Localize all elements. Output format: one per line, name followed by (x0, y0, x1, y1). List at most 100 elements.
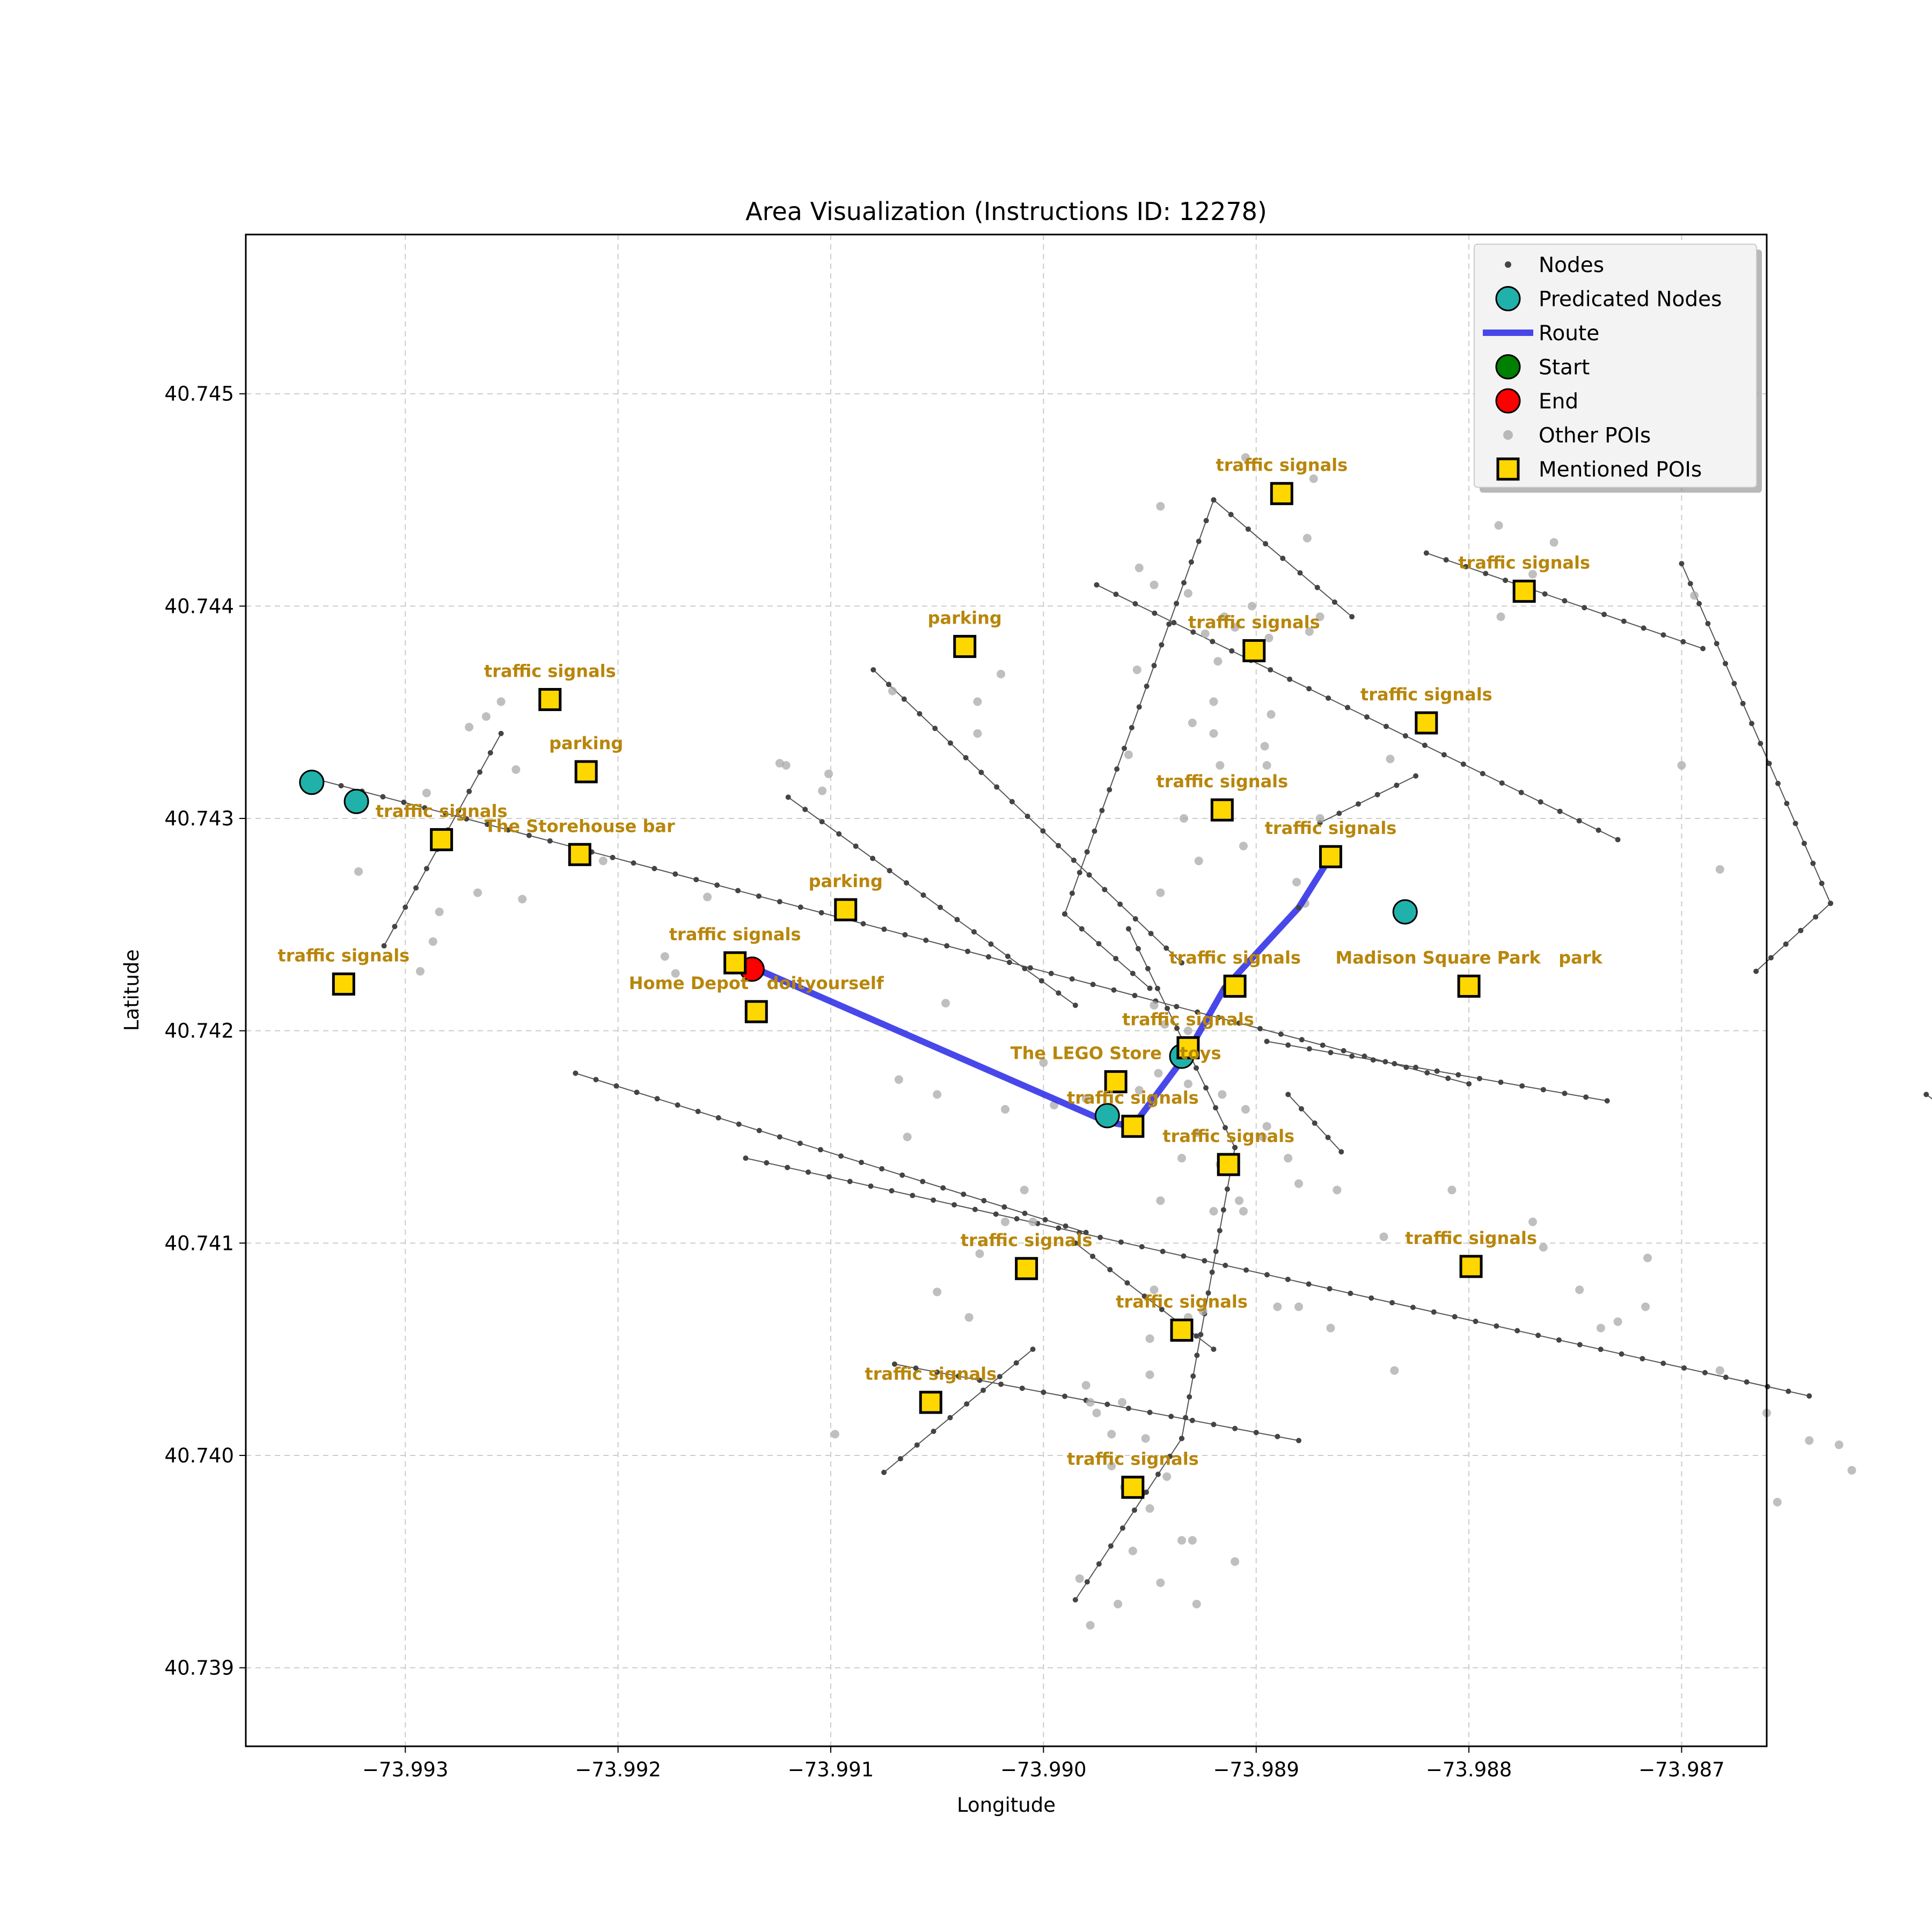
other-poi (1315, 612, 1324, 621)
other-poi (1028, 1217, 1037, 1226)
other-poi (1177, 1154, 1186, 1163)
street-node (1006, 960, 1012, 965)
mentioned-poi-marker (1223, 975, 1247, 998)
street-node (879, 1166, 885, 1172)
other-poi (1118, 1398, 1127, 1407)
street-node (526, 832, 532, 838)
street-node (1092, 828, 1097, 834)
other-poi (1847, 1466, 1856, 1475)
street-node (1151, 663, 1157, 669)
y-tick-label: 40.741 (165, 1232, 234, 1255)
street-node (654, 1096, 660, 1102)
street-node (938, 904, 943, 910)
street-node (1813, 914, 1819, 920)
street-node (994, 784, 1000, 790)
street-node (860, 921, 866, 927)
street-node (1077, 1230, 1082, 1236)
street-node (1758, 741, 1763, 747)
street-node (868, 1183, 874, 1189)
street-node (1174, 601, 1180, 606)
mentioned-poi-label: traffic signals (1122, 1009, 1254, 1029)
street-node (1680, 639, 1686, 645)
other-poi (1390, 1366, 1399, 1375)
street-node (464, 816, 470, 822)
legend-label: Predicated Nodes (1539, 288, 1722, 312)
other-poi (671, 969, 680, 978)
street-node (1519, 1083, 1525, 1089)
street-node (1264, 1038, 1270, 1044)
street-node (1466, 1081, 1472, 1087)
legend-marker-predicated (1495, 286, 1521, 311)
street-node (1640, 1356, 1645, 1362)
street-node (818, 910, 824, 916)
street-node (402, 904, 408, 910)
street-node (952, 1202, 957, 1208)
x-tick-label: −73.988 (1426, 1758, 1512, 1781)
street-node (993, 1211, 999, 1217)
other-poi (1447, 1185, 1457, 1195)
street-node (955, 1373, 961, 1379)
street-node (932, 726, 938, 731)
street-node (1280, 555, 1286, 561)
street-node (675, 1102, 680, 1108)
other-poi (354, 867, 363, 876)
street-node (1410, 1305, 1416, 1311)
x-tick-label: −73.989 (1213, 1758, 1299, 1781)
street-node (715, 1115, 721, 1121)
street-node (1297, 570, 1303, 576)
street-node (980, 1387, 986, 1393)
street-node (1264, 1272, 1270, 1278)
other-poi (1154, 1069, 1163, 1078)
mentioned-poi-label: traffic signals (865, 1364, 997, 1384)
street-node (817, 1147, 823, 1153)
route-node (1296, 905, 1301, 911)
other-poi (1179, 814, 1188, 823)
street-node (1422, 742, 1428, 748)
other-poi (473, 888, 482, 897)
street-node (1194, 1065, 1199, 1071)
street-node (1473, 1319, 1479, 1324)
other-poi (1135, 1086, 1144, 1095)
other-poi (1284, 1154, 1293, 1163)
street-node (963, 755, 969, 760)
street-node (1181, 580, 1187, 586)
mentioned-poi-marker (1015, 1257, 1038, 1280)
other-poi (1086, 1398, 1095, 1407)
other-poi (1539, 1243, 1548, 1252)
street-node (836, 831, 842, 837)
street-node (1117, 901, 1123, 907)
y-tick-label: 40.745 (165, 383, 234, 406)
mentioned-poi-label: The LEGO Store toys (1011, 1043, 1221, 1064)
other-poi (1156, 1196, 1165, 1205)
street-node (1394, 782, 1400, 788)
street-node (1749, 721, 1755, 727)
mentioned-poi-marker (1512, 580, 1536, 603)
street-node (777, 1134, 782, 1140)
street-node (1312, 1120, 1318, 1126)
street-node (1132, 992, 1138, 998)
street-node (1660, 632, 1666, 638)
legend-label: Route (1539, 321, 1599, 346)
other-poi (1107, 1461, 1116, 1470)
street-node (1923, 1092, 1929, 1097)
street-node (1341, 1048, 1346, 1053)
mentioned-poi-marker (1217, 1153, 1240, 1176)
other-poi (1188, 718, 1197, 727)
street-node (392, 924, 398, 930)
other-poi (1145, 1334, 1154, 1343)
street-node (1287, 676, 1293, 682)
mentioned-poi-marker (723, 951, 747, 975)
street-node (971, 929, 977, 935)
street-node (1236, 1020, 1242, 1026)
street-node (1229, 648, 1235, 654)
street-node (1557, 808, 1563, 814)
other-poi (1262, 1122, 1271, 1131)
mentioned-poi-label: traffic signals (1067, 1448, 1199, 1469)
other-poi (1150, 580, 1159, 589)
street-node (1174, 1025, 1180, 1031)
other-poi (1216, 761, 1225, 770)
street-node (1681, 1365, 1687, 1371)
street-node (1402, 733, 1408, 739)
street-node (1306, 686, 1312, 692)
other-poi (1715, 1366, 1724, 1375)
